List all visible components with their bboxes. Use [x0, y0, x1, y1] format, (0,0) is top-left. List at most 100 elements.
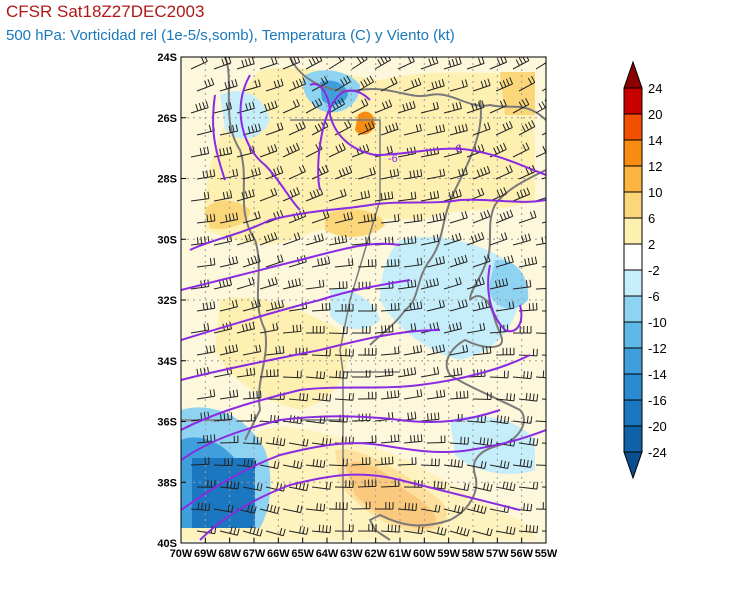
wind-barb — [535, 464, 546, 466]
wind-barb — [397, 502, 418, 511]
wind-barb — [288, 526, 309, 535]
wind-barb — [334, 211, 353, 224]
wind-barb — [351, 236, 371, 246]
wind-barb — [219, 435, 239, 444]
wind-barb — [449, 254, 468, 268]
wind-barb — [282, 370, 302, 379]
wind-barb — [472, 78, 491, 92]
wind-barb — [190, 100, 209, 114]
wind-barb — [282, 142, 300, 158]
wind-barb — [403, 169, 423, 180]
contour-label-1: -6 — [388, 153, 398, 165]
colorbar-swatch — [623, 347, 643, 375]
wind-barb — [305, 98, 323, 114]
wind-barb — [443, 101, 462, 114]
colorbar-swatch — [623, 243, 643, 271]
wind-barb — [219, 344, 239, 356]
wind-barb — [449, 123, 468, 136]
wind-barb — [219, 526, 240, 536]
x-tick-label: 62W — [364, 548, 387, 560]
wind-barb — [305, 187, 324, 202]
wind-barb — [196, 301, 216, 312]
wind-barb — [236, 367, 256, 378]
wind-barb — [351, 369, 371, 378]
wind-barb — [449, 344, 469, 356]
wind-barb — [380, 168, 400, 180]
wind-barb — [512, 415, 533, 424]
wind-barb — [351, 190, 371, 202]
wind-barb — [328, 281, 348, 290]
wind-barb — [426, 389, 446, 400]
wind-barb — [196, 257, 216, 268]
wind-barb — [374, 191, 394, 202]
wind-barb — [259, 460, 280, 469]
wind-barb — [512, 370, 533, 380]
wind-barb — [288, 164, 306, 180]
wind-barb — [512, 458, 533, 468]
wind-barb — [334, 480, 354, 488]
colorbar-swatch — [623, 373, 643, 401]
wind-barb — [328, 234, 348, 246]
wind-barb — [334, 348, 354, 357]
wind-barb — [443, 57, 462, 70]
wind-barb — [374, 99, 393, 114]
wind-barb — [242, 167, 261, 180]
shade-orange-29s — [205, 200, 250, 230]
colorbar-label: 24 — [648, 81, 662, 96]
province-line-b — [290, 119, 381, 373]
wind-barb — [541, 266, 546, 268]
wind-barb — [380, 346, 400, 356]
wind-barb — [196, 169, 216, 180]
wind-barb — [403, 526, 424, 535]
wind-barb — [357, 304, 377, 312]
wind-barb — [443, 367, 463, 378]
wind-barb — [380, 302, 400, 312]
wind-barb — [328, 57, 345, 70]
wind-barb — [495, 209, 514, 224]
temperature-contours — [181, 74, 546, 541]
wind-barb — [443, 458, 464, 468]
wind-barb — [374, 324, 394, 334]
colorbar-label: -6 — [648, 289, 660, 304]
wind-barb — [426, 526, 447, 536]
colorbar-label: 14 — [648, 133, 662, 148]
wind-barb — [311, 164, 329, 180]
wind-barb — [426, 124, 446, 136]
colorbar-label: -10 — [648, 315, 667, 330]
wind-barb — [305, 57, 323, 70]
wind-barb — [541, 221, 546, 224]
wind-barb — [213, 277, 233, 290]
wind-barb — [397, 57, 415, 70]
wind-barb — [282, 278, 302, 290]
wind-barb — [259, 187, 278, 202]
x-tick-label: 55W — [535, 548, 558, 560]
border-east — [469, 169, 546, 301]
wind-barb — [311, 256, 331, 268]
wind-barb — [190, 323, 210, 334]
y-tick-label: 32S — [157, 295, 177, 307]
wind-barb — [334, 304, 354, 312]
wind-barb — [196, 344, 216, 356]
wind-barb — [420, 57, 439, 70]
wind-barb — [219, 168, 239, 180]
wind-barb — [403, 389, 423, 400]
wind-barb — [213, 57, 232, 70]
wind-barb — [472, 209, 491, 224]
wind-barb — [311, 210, 330, 224]
wind-barb — [334, 75, 351, 92]
wind-barb — [334, 258, 354, 268]
wind-barb — [190, 191, 210, 202]
wind-barb — [265, 78, 284, 92]
wind-barb — [512, 98, 530, 114]
colorbar-swatch — [623, 321, 643, 349]
wind-barb — [535, 332, 546, 334]
wind-barb — [351, 457, 371, 466]
wind-barb — [472, 437, 493, 447]
shade-blue-33s — [330, 289, 380, 330]
wind-barb — [288, 120, 306, 136]
province-line-a — [181, 371, 400, 540]
x-tick-label: 64W — [316, 548, 339, 560]
wind-barb — [397, 100, 416, 114]
wind-barb — [512, 187, 531, 202]
wind-barb — [259, 277, 278, 290]
